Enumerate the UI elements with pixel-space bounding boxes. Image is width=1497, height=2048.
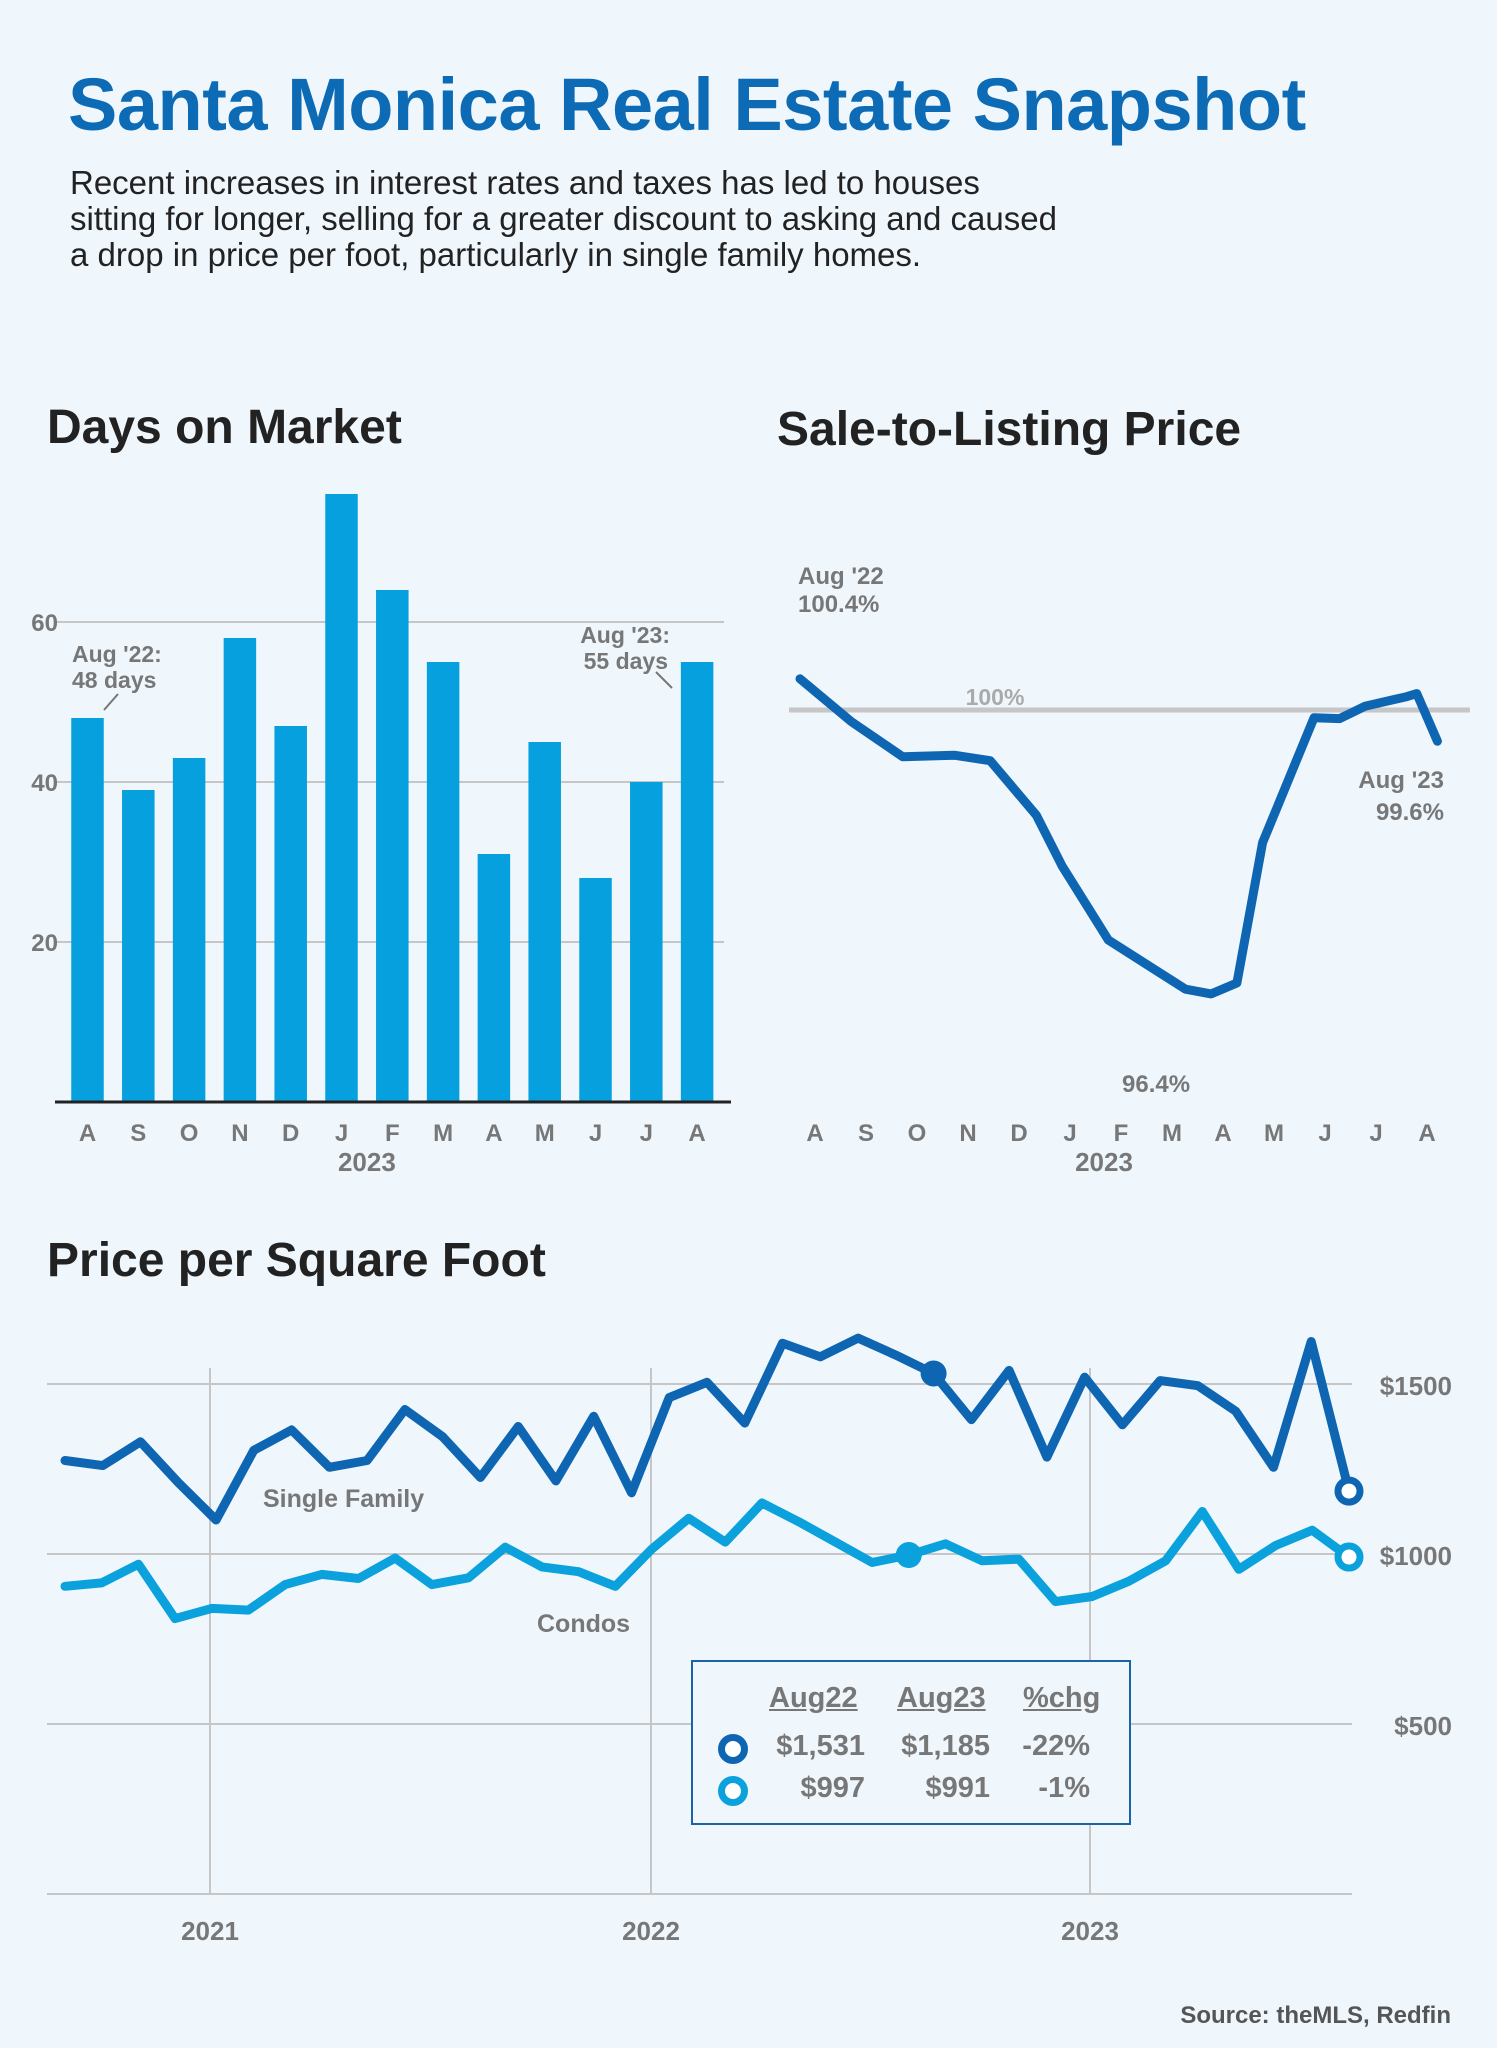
- stl-year-label: 2023: [1075, 1147, 1133, 1177]
- stl-reference-label: 100%: [966, 684, 1025, 710]
- stl-xtick-label: N: [959, 1120, 976, 1147]
- stl-xtick-label: M: [1264, 1120, 1284, 1147]
- stl-xtick-label: J: [1369, 1120, 1382, 1147]
- chart-title-price-per-sqft: Price per Square Foot: [47, 1234, 546, 1287]
- single-family-aug23-marker: [1334, 1476, 1364, 1506]
- dom-bar: [477, 854, 511, 1102]
- stl-xtick-label: A: [1214, 1120, 1231, 1147]
- dom-xtick-label: J: [589, 1120, 602, 1147]
- page-title: Santa Monica Real Estate Snapshot: [68, 63, 1306, 146]
- stl-xtick-label: S: [858, 1120, 874, 1147]
- page-subtitle: Recent increases in interest rates and t…: [70, 164, 1057, 273]
- dom-ytick-label: 60: [31, 610, 58, 637]
- dom-bar: [172, 758, 206, 1102]
- ppsf-xtick-label: 2023: [1061, 1916, 1119, 1946]
- condos-aug23-marker: [1334, 1542, 1364, 1572]
- dom-xtick-label: S: [130, 1120, 146, 1147]
- dom-annotation-leader: [655, 671, 673, 689]
- dom-bar: [630, 782, 663, 1102]
- table-header-aug22: Aug22: [769, 1682, 858, 1714]
- condos-aug22-value: $997: [800, 1772, 865, 1804]
- condos-aug22-marker: [895, 1542, 922, 1569]
- dom-bar: [122, 790, 155, 1102]
- dom-xtick-label: M: [433, 1120, 453, 1147]
- dom-xtick-label: A: [485, 1120, 502, 1147]
- dom-bar: [325, 494, 358, 1102]
- dom-xtick-label: D: [282, 1120, 299, 1147]
- single-family-label: Single Family: [263, 1485, 424, 1513]
- dom-xtick-label: J: [335, 1120, 348, 1147]
- chart-title-days-on-market: Days on Market: [47, 401, 402, 454]
- stl-xtick-label: F: [1114, 1120, 1129, 1147]
- stl-annotation-aug22-value: 100.4%: [798, 591, 879, 618]
- single-family-aug22-value: $1,531: [776, 1730, 865, 1762]
- dom-xtick-label: O: [180, 1120, 199, 1147]
- stl-annotation-aug23-value: 99.6%: [1376, 799, 1444, 826]
- single-family-marker-icon: [718, 1734, 748, 1764]
- dom-xtick-label: M: [535, 1120, 555, 1147]
- dom-annotation-aug23: Aug '23:: [580, 622, 670, 648]
- dom-xtick-label: F: [385, 1120, 400, 1147]
- dom-year-label: 2023: [338, 1147, 396, 1177]
- stl-xtick-label: M: [1162, 1120, 1182, 1147]
- stl-annotation-aug22: Aug '22: [798, 563, 884, 590]
- dom-bar: [274, 726, 307, 1102]
- dom-annotation-aug22: Aug '22:: [72, 641, 162, 667]
- stl-annotation-low: 96.4%: [1122, 1071, 1190, 1098]
- condos-label: Condos: [537, 1610, 630, 1638]
- table-header-aug23: Aug23: [897, 1682, 986, 1714]
- single-family-pct-change: -22%: [1022, 1730, 1090, 1762]
- ppsf-ytick-label: $500: [1394, 1711, 1452, 1741]
- condos-line: [60, 1498, 1354, 1624]
- price-summary-table: Aug22 Aug23 %chg $1,531 $1,185 -22% $997…: [691, 1660, 1131, 1825]
- dom-bar: [579, 878, 612, 1102]
- ppsf-xtick-label: 2022: [622, 1916, 680, 1946]
- table-header-pct-change: %chg: [1023, 1682, 1101, 1714]
- ppsf-xtick-label: 2021: [181, 1916, 239, 1946]
- condos-aug23-value: $991: [925, 1772, 990, 1804]
- ppsf-ytick-label: $1000: [1380, 1541, 1452, 1571]
- dom-bar: [223, 638, 257, 1102]
- dom-bar: [376, 590, 409, 1102]
- dom-ytick-label: 20: [31, 930, 58, 957]
- stl-xtick-label: A: [806, 1120, 823, 1147]
- dom-bar: [71, 718, 104, 1102]
- stl-line: [795, 674, 1442, 999]
- stl-xtick-label: D: [1010, 1120, 1027, 1147]
- dom-ytick-label: 40: [31, 770, 58, 797]
- dom-annotation-aug23-value: 55 days: [584, 648, 668, 674]
- dom-annotation-leader: [103, 693, 119, 711]
- dom-xtick-label: J: [640, 1120, 653, 1147]
- ppsf-ytick-label: $1500: [1380, 1371, 1452, 1401]
- dom-xtick-label: A: [688, 1120, 705, 1147]
- dom-xtick-label: N: [231, 1120, 248, 1147]
- dom-bar: [426, 662, 460, 1102]
- dom-bar: [528, 742, 561, 1102]
- dom-annotation-aug22-value: 48 days: [72, 667, 156, 693]
- stl-xtick-label: J: [1318, 1120, 1331, 1147]
- chart-title-sale-to-listing: Sale-to-Listing Price: [777, 403, 1242, 456]
- single-family-aug23-value: $1,185: [901, 1730, 990, 1762]
- dom-bar: [680, 662, 714, 1102]
- stl-xtick-label: J: [1063, 1120, 1076, 1147]
- stl-xtick-label: A: [1418, 1120, 1435, 1147]
- stl-xtick-label: O: [908, 1120, 927, 1147]
- single-family-line: [60, 1333, 1354, 1525]
- source-note: Source: theMLS, Redfin: [1180, 2002, 1451, 2029]
- single-family-aug22-marker: [920, 1360, 947, 1387]
- stl-annotation-aug23: Aug '23: [1358, 767, 1444, 794]
- condos-marker-icon: [718, 1776, 748, 1806]
- condos-pct-change: -1%: [1038, 1772, 1090, 1804]
- dom-xtick-label: A: [79, 1120, 96, 1147]
